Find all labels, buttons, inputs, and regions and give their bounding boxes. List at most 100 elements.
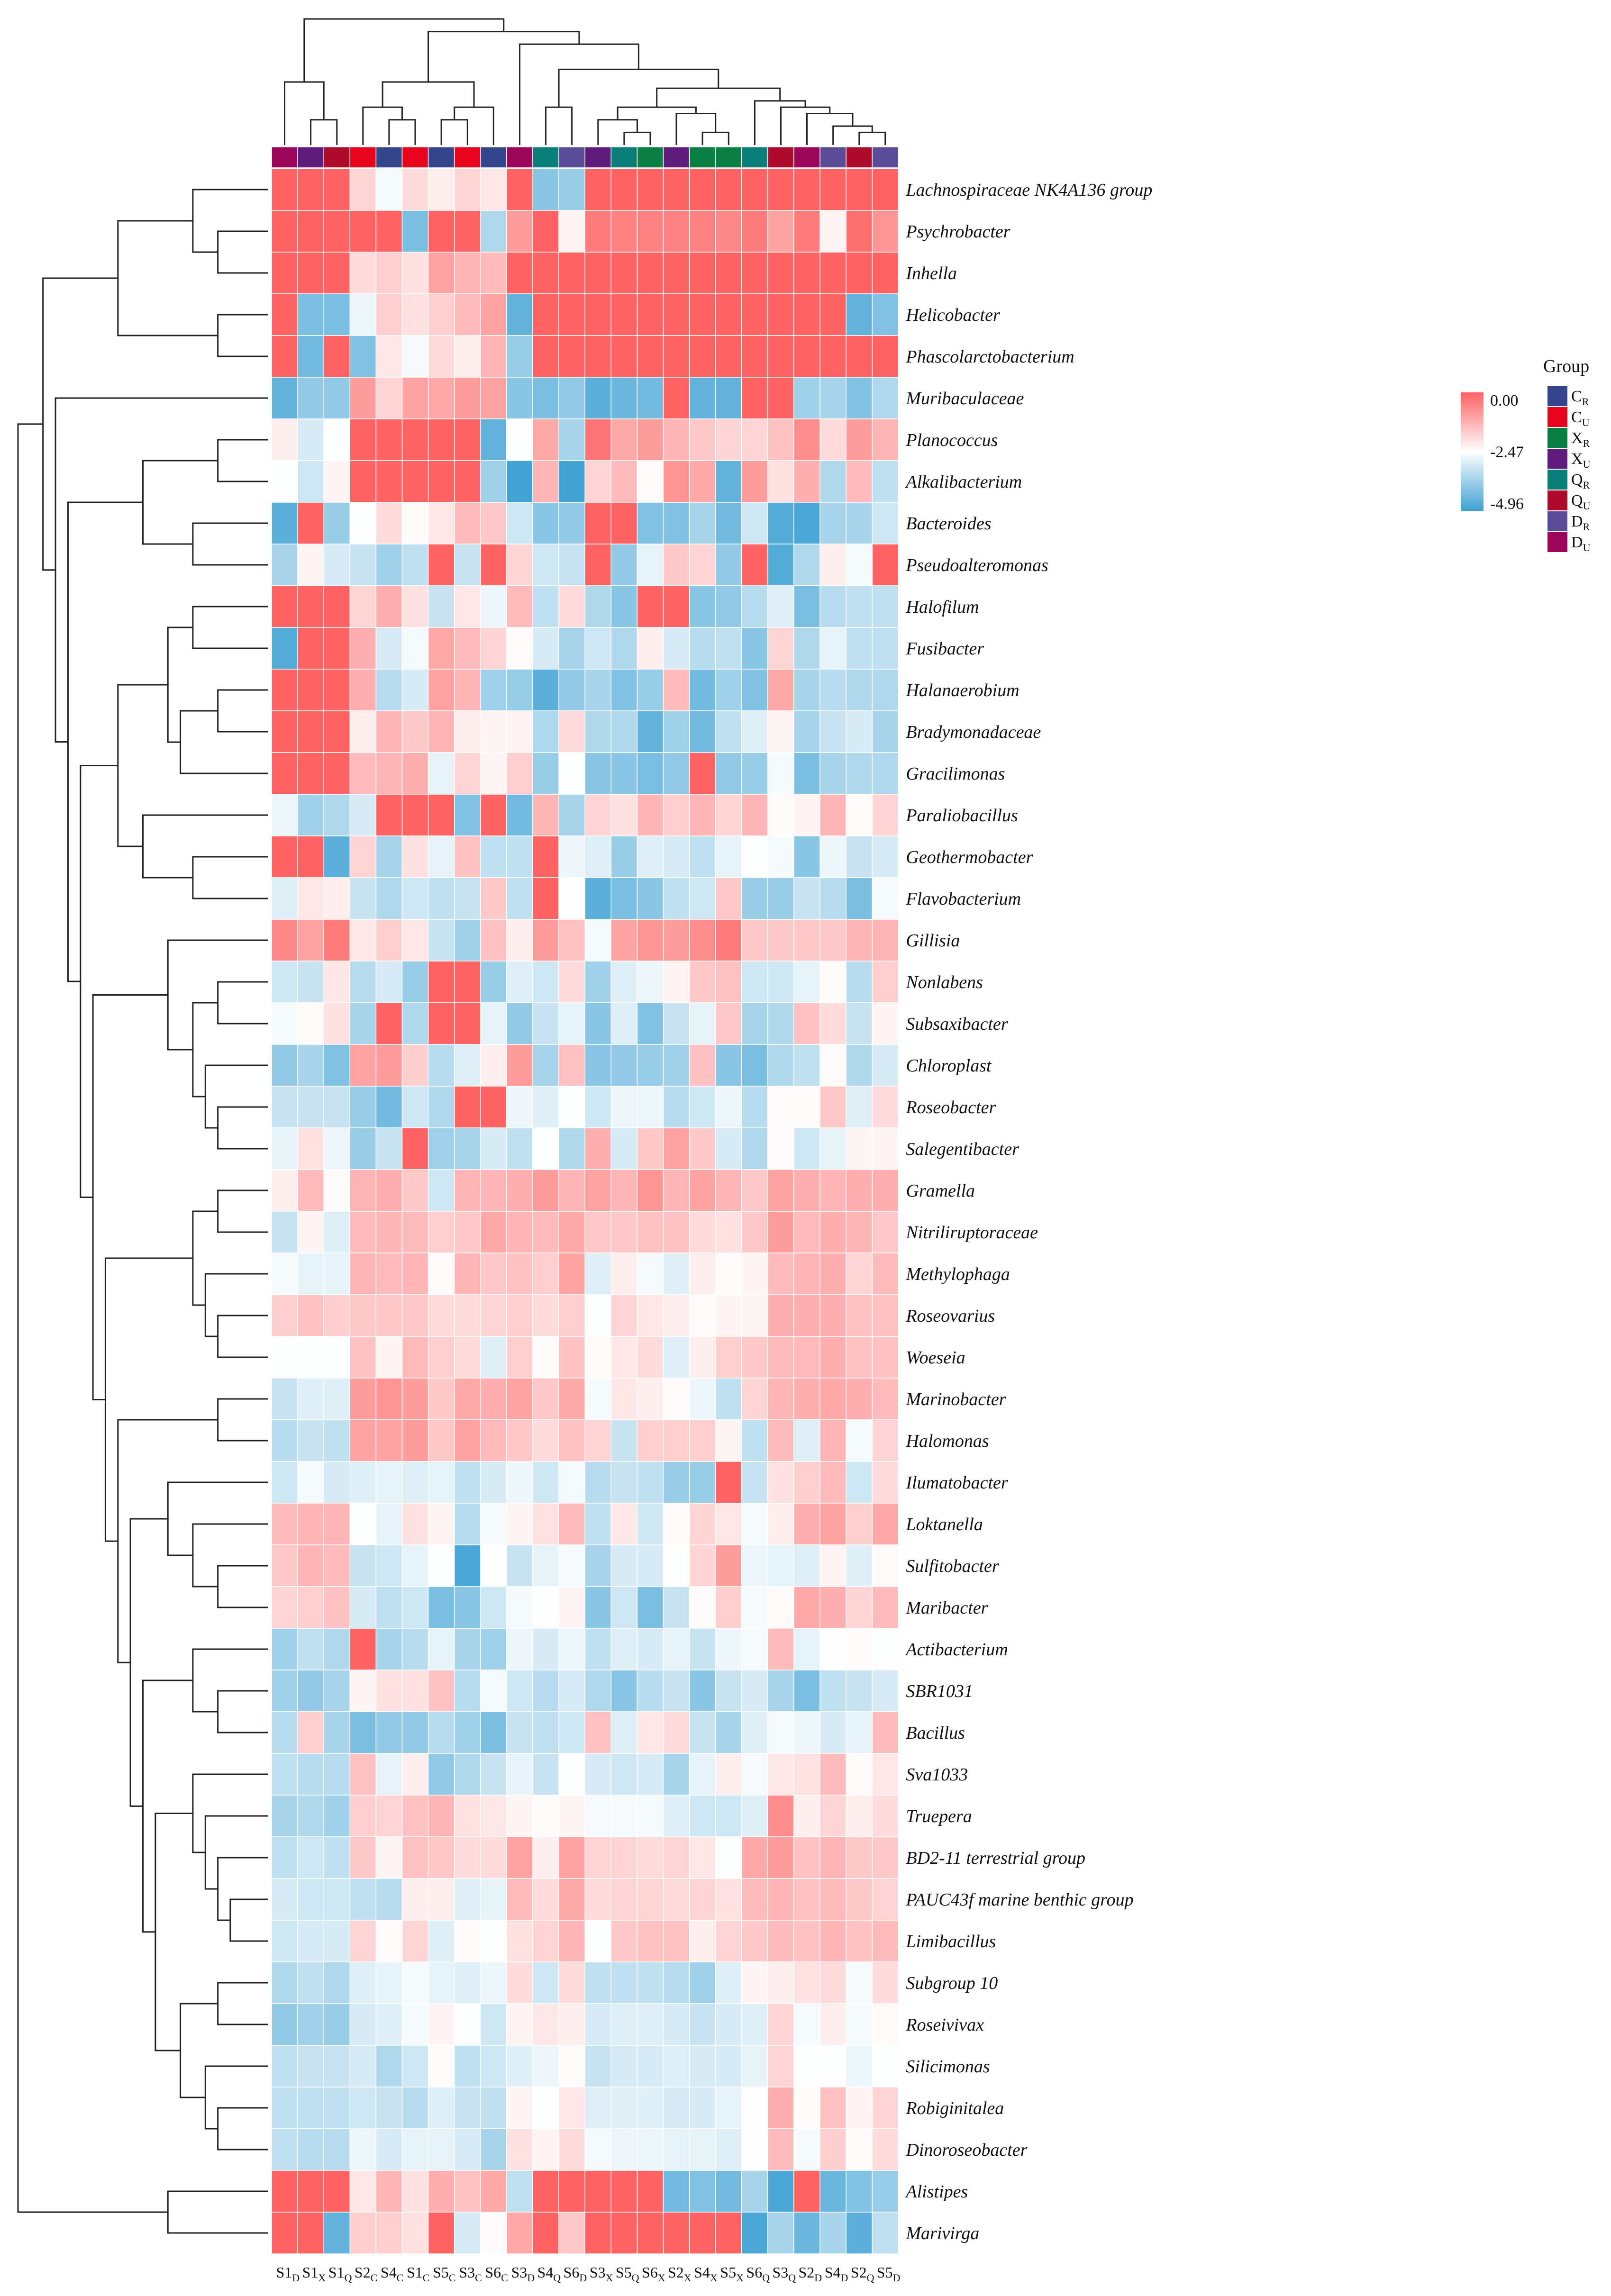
heatmap-cell [506, 2045, 533, 2087]
heatmap-cell [584, 1920, 612, 1962]
heatmap-cell [846, 335, 873, 378]
dendrogram-link [17, 423, 168, 2213]
heatmap-cell [271, 1961, 298, 2004]
dendrogram-link [284, 81, 325, 145]
heatmap-cell [637, 1711, 664, 1754]
heatmap-cell [428, 1127, 455, 1170]
heatmap-cell [637, 1211, 664, 1253]
heatmap-cell [375, 961, 403, 1003]
heatmap-cell [846, 710, 873, 753]
heatmap-cell [846, 1336, 873, 1379]
heatmap-cell [793, 585, 820, 628]
heatmap-cell [584, 210, 612, 253]
row-label: Marinobacter [905, 1389, 1006, 1409]
row-label: Actibacterium [904, 1640, 1008, 1660]
heatmap-cell [610, 1419, 638, 1462]
heatmap-cell [872, 2212, 899, 2254]
heatmap-cell [741, 1961, 768, 2004]
heatmap-cell [401, 544, 429, 586]
heatmap-cell [741, 1127, 768, 1170]
heatmap-cell [480, 460, 507, 503]
heatmap-cell [689, 1544, 716, 1587]
heatmap-cell [428, 710, 455, 753]
heatmap-cell [454, 1461, 481, 1504]
heatmap-cell [506, 2212, 533, 2254]
group-bar-cell [584, 146, 612, 168]
heatmap-cell [846, 2128, 873, 2171]
heatmap-cell [663, 2045, 690, 2087]
heatmap-cell [323, 2087, 351, 2129]
heatmap-cell [741, 1544, 768, 1587]
heatmap-cell [506, 710, 533, 753]
heatmap-cell [297, 710, 324, 753]
heatmap-cell [375, 2045, 403, 2087]
heatmap-cell [741, 1920, 768, 1962]
heatmap-cell [689, 1294, 716, 1337]
heatmap-cell [454, 1086, 481, 1128]
heatmap-cell [715, 1670, 742, 1712]
heatmap-cell [375, 752, 403, 795]
heatmap-cell [689, 1586, 716, 1629]
heatmap-cell [819, 1836, 846, 1879]
heatmap-cell [819, 377, 846, 419]
heatmap-cell [454, 1503, 481, 1545]
heatmap-cell [819, 2170, 846, 2213]
heatmap-cell [323, 1753, 351, 1796]
heatmap-cell [506, 1670, 533, 1712]
heatmap-cell [428, 1169, 455, 1212]
heatmap-cell [637, 669, 664, 711]
heatmap-cell [819, 1169, 846, 1212]
heatmap-cell [454, 877, 481, 920]
heatmap-cell [637, 2212, 664, 2254]
heatmap-cell [297, 585, 324, 628]
heatmap-cell [558, 2045, 585, 2087]
heatmap-cell [297, 1586, 324, 1629]
column-label: S1X [302, 2264, 326, 2284]
heatmap-cell [715, 1836, 742, 1879]
heatmap-cell [689, 1670, 716, 1712]
heatmap-cell [323, 1169, 351, 1212]
heatmap-cell [349, 1461, 377, 1504]
heatmap-cell [610, 877, 638, 920]
heatmap-cell [584, 1378, 612, 1420]
heatmap-cell [428, 2170, 455, 2213]
heatmap-cell [715, 1753, 742, 1796]
heatmap-cell [819, 1711, 846, 1754]
heatmap-cell [558, 794, 585, 836]
heatmap-cell [271, 1086, 298, 1128]
heatmap-cell [401, 1544, 429, 1587]
heatmap-cell [689, 168, 716, 211]
heatmap-cell [401, 418, 429, 461]
heatmap-cell [663, 961, 690, 1003]
heatmap-cell [584, 1795, 612, 1837]
heatmap-cell [323, 1544, 351, 1587]
row-label: PAUC43f marine benthic group [905, 1890, 1133, 1910]
heatmap-cell [506, 2087, 533, 2129]
heatmap-cell [584, 1753, 612, 1796]
heatmap-cell [349, 2045, 377, 2087]
heatmap-cell [663, 544, 690, 586]
heatmap-cell [663, 2003, 690, 2046]
heatmap-cell [872, 1294, 899, 1337]
heatmap-cell [271, 252, 298, 294]
heatmap-cell [532, 1002, 559, 1045]
color-scale-tick-label: -2.47 [1490, 444, 1524, 461]
heatmap-cell [323, 418, 351, 461]
heatmap-cell [741, 1002, 768, 1045]
heatmap-cell [793, 752, 820, 795]
heatmap-cell [715, 2170, 742, 2213]
heatmap-cell [793, 2087, 820, 2129]
heatmap-cell [637, 585, 664, 628]
row-label: Roseovarius [905, 1306, 995, 1326]
heatmap-cell [793, 1878, 820, 1921]
heatmap-cell [637, 544, 664, 586]
heatmap-cell [767, 2212, 794, 2254]
heatmap-cell [819, 1920, 846, 1962]
heatmap-cell [793, 961, 820, 1003]
heatmap-cell [793, 1753, 820, 1796]
heatmap-cell [584, 1294, 612, 1337]
heatmap-cell [480, 669, 507, 711]
heatmap-cell [454, 585, 481, 628]
heatmap-cell [663, 1503, 690, 1545]
heatmap-cell [637, 1252, 664, 1295]
